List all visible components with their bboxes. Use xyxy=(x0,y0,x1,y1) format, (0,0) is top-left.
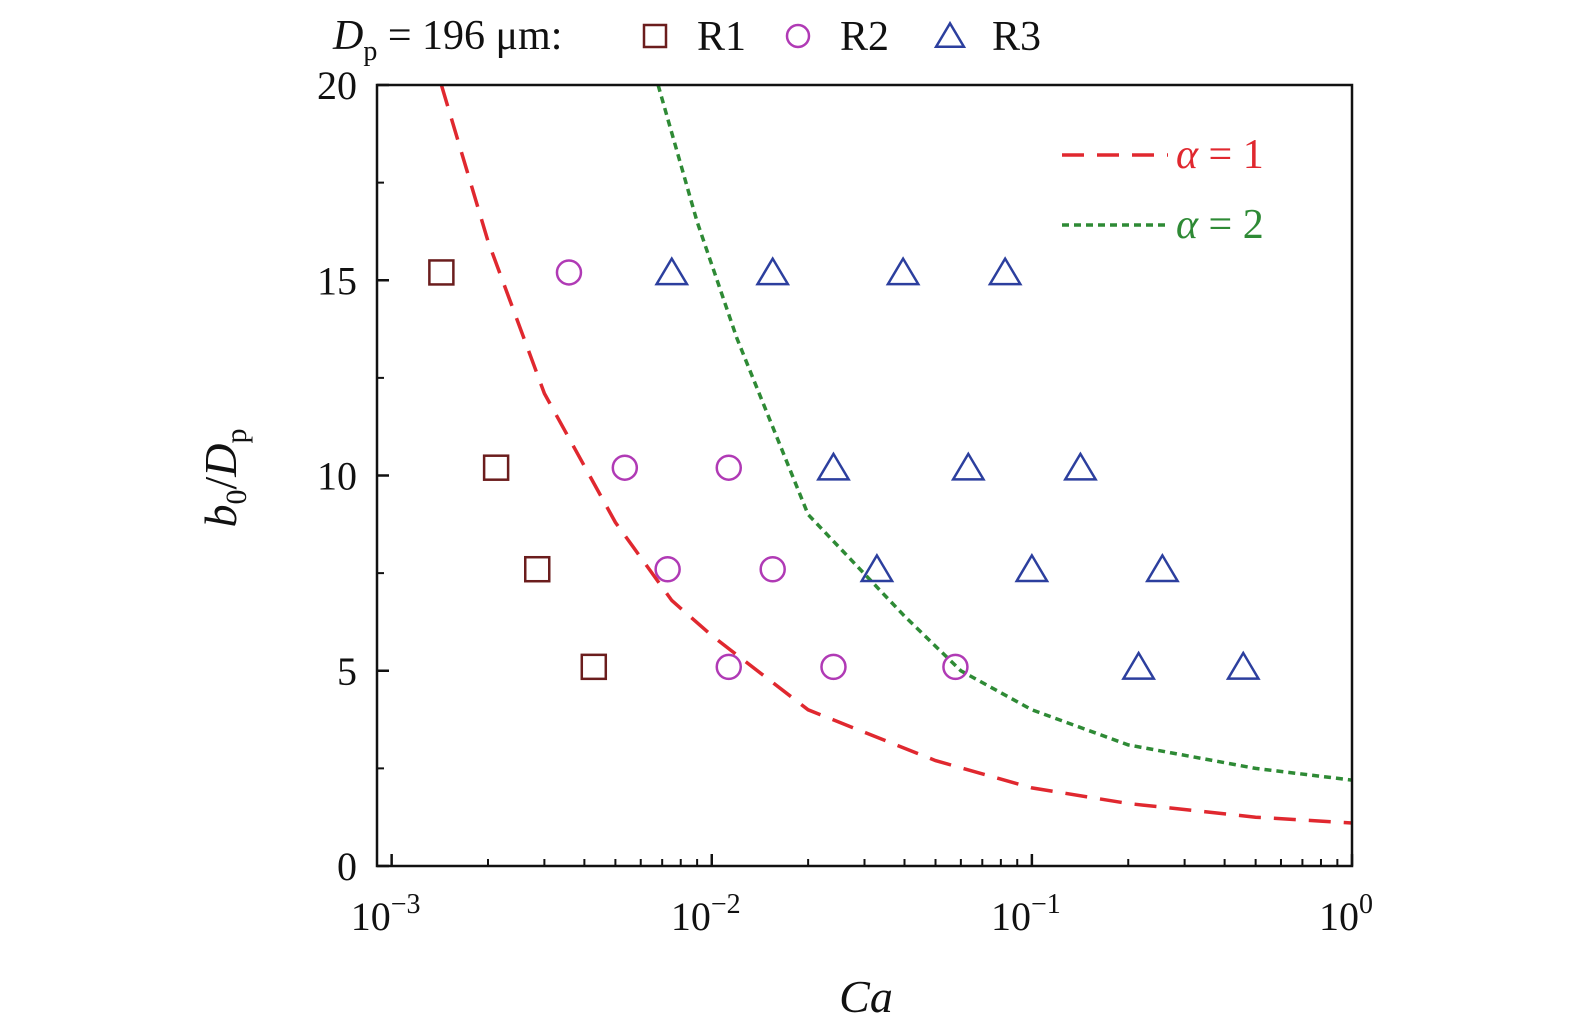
point-r3 xyxy=(885,256,921,286)
legend-label-r1: R1 xyxy=(697,14,746,60)
point-r1 xyxy=(580,653,608,681)
axes: 0 5 10 15 20 10−3 10−2 10−1 100 xyxy=(317,63,1373,939)
point-r3 xyxy=(1121,650,1157,680)
y-title-b: b xyxy=(195,505,246,528)
y-tick-label: 10 xyxy=(317,454,357,499)
y-title-sub1: p xyxy=(220,428,253,443)
y-tick-label: 15 xyxy=(317,258,357,303)
curve-dotted xyxy=(656,85,1352,782)
point-r3 xyxy=(1145,552,1180,583)
y-tick-label: 20 xyxy=(317,63,357,108)
y-title-slash: / xyxy=(195,477,246,490)
point-r2 xyxy=(759,555,786,583)
header-text: = 196 μm: xyxy=(377,13,562,59)
y-tick-label: 0 xyxy=(337,844,357,889)
point-r3 xyxy=(950,451,986,481)
legend-label-r3: R3 xyxy=(992,14,1041,60)
point-r2 xyxy=(715,653,743,681)
legend-label-r2: R2 xyxy=(840,14,889,60)
legend-marker-r2 xyxy=(785,23,811,49)
x-tick-label: 10−3 xyxy=(351,889,421,939)
point-r1 xyxy=(524,555,551,583)
header-subscript: p xyxy=(363,36,377,67)
data-points xyxy=(428,256,1261,681)
point-r3 xyxy=(816,451,851,481)
point-r1 xyxy=(428,259,455,286)
point-r2 xyxy=(555,259,583,286)
y-title-d: D xyxy=(195,443,246,477)
header-symbol: D xyxy=(332,13,363,59)
legend-curve-label: α = 1 xyxy=(1176,132,1264,178)
legend-marker-r3 xyxy=(933,20,967,49)
x-tick-label: 100 xyxy=(1319,889,1373,939)
x-axis-title: Ca xyxy=(839,971,893,1022)
point-r3 xyxy=(1063,451,1098,481)
y-axis-title: b0/Dp xyxy=(195,428,253,527)
point-r1 xyxy=(482,454,510,481)
series-legend: R1 R2 R3 xyxy=(642,14,1041,60)
y-tick-label: 5 xyxy=(337,649,357,694)
dataset-header: Dp = 196 μm: xyxy=(332,13,562,67)
curve-dashed xyxy=(439,85,1352,825)
point-r3 xyxy=(987,256,1023,286)
legend-curve-label: α = 2 xyxy=(1176,202,1264,248)
point-r3 xyxy=(859,552,895,583)
x-tick-label: 10−2 xyxy=(671,889,741,939)
point-r2 xyxy=(654,555,681,583)
y-title-sub0: 0 xyxy=(220,490,253,505)
point-r3 xyxy=(1014,552,1050,583)
point-r3 xyxy=(1225,650,1261,680)
legend-marker-r1 xyxy=(642,23,668,49)
point-r2 xyxy=(942,653,969,681)
x-tick-label: 10−1 xyxy=(991,889,1061,939)
point-r2 xyxy=(611,454,639,481)
point-r3 xyxy=(755,256,791,286)
fit-curves xyxy=(439,85,1352,825)
point-r3 xyxy=(654,256,690,286)
point-r2 xyxy=(820,653,847,681)
point-r2 xyxy=(715,454,743,481)
curve-legend: α = 1 α = 2 xyxy=(1062,132,1264,248)
